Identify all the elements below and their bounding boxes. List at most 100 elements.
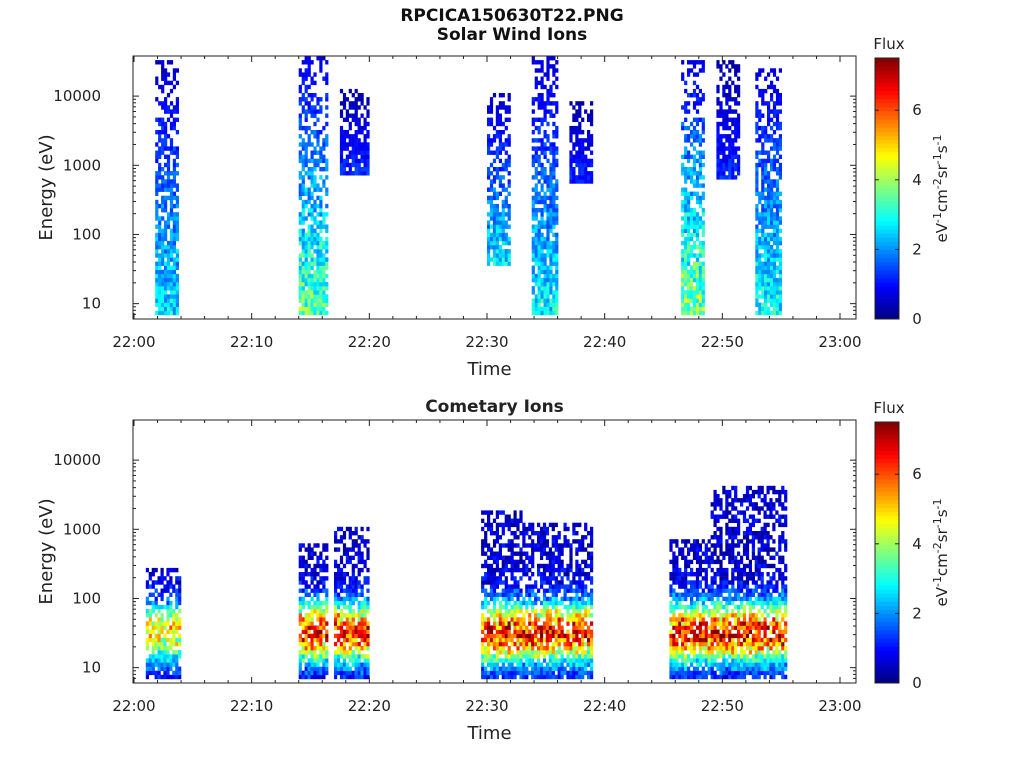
heatmap-cell: [166, 72, 171, 77]
heatmap-cell: [163, 662, 167, 667]
heatmap-cell: [701, 637, 705, 643]
heatmap-cell: [548, 563, 552, 569]
heatmap-cell: [552, 167, 556, 172]
heatmap-cell: [684, 150, 688, 155]
heatmap-cell: [537, 154, 541, 159]
heatmap-cell: [354, 158, 358, 164]
heatmap-cell: [695, 592, 700, 597]
heatmap-cell: [304, 101, 308, 106]
heatmap-cell: [545, 637, 549, 643]
heatmap-cell: [681, 121, 685, 127]
heatmap-cell: [495, 576, 499, 581]
heatmap-cell: [351, 662, 355, 667]
heatmap-cell: [761, 203, 765, 209]
heatmap-cell: [548, 658, 552, 663]
heatmap-cell: [348, 162, 352, 168]
heatmap-cell: [692, 555, 697, 560]
heatmap-cell: [339, 600, 344, 606]
heatmap-cell: [492, 543, 497, 548]
heatmap-cell: [172, 171, 176, 176]
heatmap-cell: [695, 121, 700, 127]
heatmap-cell: [489, 142, 494, 147]
heatmap-cell: [504, 240, 508, 246]
heatmap-cell: [566, 609, 570, 614]
heatmap-cell: [548, 629, 552, 634]
heatmap-cell: [525, 670, 529, 676]
heatmap-cell: [761, 286, 765, 291]
heatmap-cell: [489, 232, 494, 238]
heatmap-cell: [692, 208, 697, 213]
heatmap-cell: [560, 650, 564, 655]
heatmap-cell: [537, 179, 541, 184]
heatmap-cell: [701, 269, 705, 275]
heatmap-cell: [316, 150, 320, 155]
heatmap-cell: [578, 576, 582, 581]
heatmap-cell: [158, 216, 162, 221]
heatmap-cell: [507, 253, 511, 258]
heatmap-cell: [684, 88, 688, 94]
heatmap-cell: [569, 617, 573, 622]
heatmap-cell: [690, 167, 694, 172]
heatmap-cell: [158, 240, 162, 246]
heatmap-cell: [301, 162, 305, 168]
heatmap-cell: [363, 146, 367, 151]
heatmap-cell: [304, 273, 308, 279]
heatmap-cell: [504, 609, 508, 614]
heatmap-cell: [681, 621, 685, 626]
heatmap-cell: [678, 674, 682, 680]
heatmap-cell: [563, 588, 567, 593]
heatmap-cell: [504, 621, 508, 626]
heatmap-cell: [704, 609, 708, 614]
heatmap-cell: [554, 604, 558, 610]
heatmap-cell: [725, 167, 729, 172]
heatmap-cell: [548, 633, 552, 639]
heatmap-cell: [345, 637, 349, 643]
heatmap-cell: [487, 522, 491, 528]
heatmap-cell: [319, 658, 323, 663]
heatmap-cell: [158, 117, 162, 122]
heatmap-cell: [675, 555, 679, 560]
heatmap-cell: [516, 518, 520, 523]
heatmap-cell: [767, 203, 771, 209]
heatmap-cell: [498, 232, 502, 238]
heatmap-cell: [672, 588, 676, 593]
heatmap-cell: [178, 596, 182, 602]
heatmap-cell: [557, 584, 561, 589]
heatmap-cell: [698, 269, 702, 275]
heatmap-cell: [704, 592, 708, 597]
heatmap-cell: [687, 306, 691, 312]
heatmap-cell: [704, 596, 708, 602]
heatmap-cell: [575, 531, 579, 536]
heatmap-cell: [495, 195, 499, 201]
heatmap-cell: [175, 625, 179, 630]
heatmap-cell: [178, 584, 182, 589]
heatmap-cell: [492, 637, 497, 643]
heatmap-cell: [569, 584, 573, 589]
heatmap-cell: [351, 637, 355, 643]
heatmap-cell: [298, 261, 302, 266]
colorbar-swatch: [875, 314, 899, 320]
heatmap-cell: [298, 658, 302, 663]
heatmap-cell: [310, 294, 314, 299]
heatmap-cell: [481, 617, 485, 622]
heatmap-cell: [498, 158, 502, 164]
heatmap-cell: [572, 629, 576, 634]
heatmap-cell: [348, 625, 352, 630]
heatmap-cell: [775, 228, 780, 233]
heatmap-cell: [363, 600, 367, 606]
heatmap-cell: [578, 179, 582, 184]
heatmap-cell: [692, 216, 697, 221]
heatmap-cell: [552, 191, 556, 196]
heatmap-cell: [310, 588, 314, 593]
heatmap-cell: [716, 84, 720, 90]
heatmap-cell: [175, 203, 179, 209]
colorbar-swatch: [875, 208, 899, 214]
heatmap-cell: [155, 191, 159, 196]
heatmap-cell: [481, 600, 485, 606]
heatmap-cell: [551, 617, 555, 622]
heatmap-cell: [695, 576, 700, 581]
heatmap-cell: [304, 245, 308, 250]
heatmap-cell: [778, 269, 782, 275]
heatmap-cell: [498, 650, 502, 655]
heatmap-cell: [695, 175, 700, 180]
